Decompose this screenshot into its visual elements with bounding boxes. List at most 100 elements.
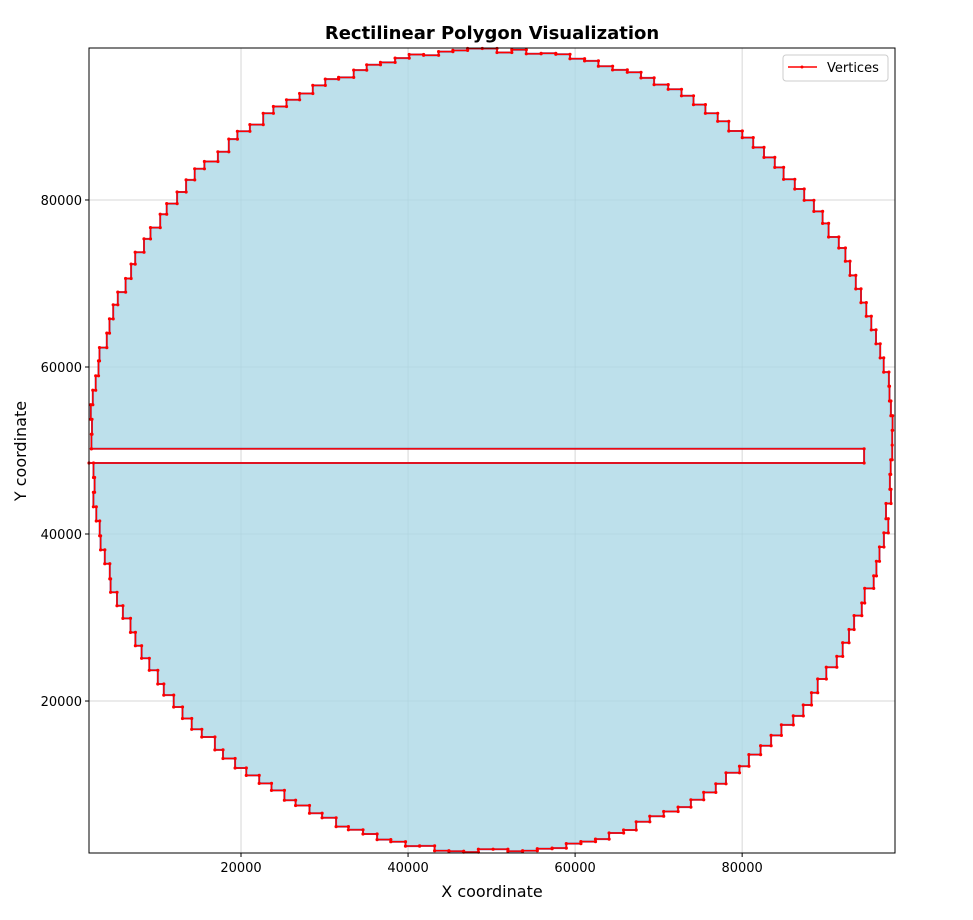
vertex-marker <box>622 831 626 835</box>
vertex-marker <box>510 50 514 55</box>
vertex-marker <box>94 388 98 392</box>
vertex-marker <box>802 187 806 191</box>
vertex-marker <box>378 60 383 64</box>
vertex-marker <box>156 668 160 672</box>
vertex-marker <box>801 703 805 707</box>
vertex-marker <box>782 177 786 181</box>
vertex-marker <box>91 505 95 509</box>
vertex-marker <box>841 641 845 645</box>
vertex-marker <box>129 262 133 266</box>
vertex-marker <box>202 167 206 171</box>
vertex-marker <box>375 832 379 836</box>
vertex-marker <box>596 59 601 63</box>
vertex-marker <box>94 374 98 378</box>
vertex-marker <box>535 849 539 853</box>
vertex-marker <box>884 517 888 521</box>
vertex-marker <box>891 414 895 418</box>
y-tick-label: 60000 <box>41 361 82 376</box>
vertex-marker <box>809 691 814 695</box>
vertex-marker <box>133 262 137 266</box>
vertex-marker <box>193 167 197 171</box>
vertex-marker <box>860 601 864 605</box>
vertex-marker <box>216 159 220 164</box>
vertex-marker <box>827 235 831 239</box>
vertex-marker <box>747 764 751 768</box>
vertex-marker <box>257 773 261 778</box>
vertex-marker <box>847 627 851 632</box>
vertex-marker <box>869 314 873 318</box>
vertex-marker <box>679 87 684 91</box>
vertex-marker <box>740 136 744 140</box>
vertex-marker <box>869 328 873 332</box>
vertex-marker <box>852 614 856 618</box>
vertex-marker <box>824 665 828 669</box>
legend: Vertices <box>782 54 889 82</box>
vertex-marker <box>878 342 882 346</box>
vertex-marker <box>848 273 852 277</box>
vertex-marker <box>437 50 441 54</box>
vertex-marker <box>689 798 693 802</box>
vertex-marker <box>884 501 888 506</box>
plot-frame <box>88 47 896 854</box>
vertex-marker <box>854 287 858 291</box>
vertex-marker <box>762 145 766 149</box>
vertex-marker <box>890 443 894 447</box>
vertex-marker <box>156 682 160 686</box>
vertex-marker <box>611 64 615 68</box>
vertex-marker <box>298 91 302 96</box>
vertex-marker <box>433 844 437 848</box>
vertex-marker <box>827 221 831 225</box>
legend-box <box>782 54 889 82</box>
vertex-marker <box>769 733 773 738</box>
vertex-marker <box>634 820 638 824</box>
vertex-marker <box>109 590 113 594</box>
vertex-marker <box>724 782 728 786</box>
vertex-marker <box>860 614 864 618</box>
x-tick-label: 40000 <box>387 861 428 876</box>
vertex-marker <box>142 237 146 241</box>
vertex-marker <box>495 50 499 55</box>
vertex-marker <box>437 53 441 57</box>
vertex-marker <box>90 432 94 436</box>
vertex-marker <box>864 314 868 318</box>
vertex-marker <box>451 48 455 53</box>
vertex-marker <box>334 825 338 829</box>
vertex-marker <box>863 601 867 605</box>
vertex-marker <box>886 531 890 535</box>
vertex-marker <box>235 129 239 133</box>
vertex-marker <box>148 226 153 230</box>
vertex-marker <box>352 75 356 79</box>
vertex-marker <box>124 276 128 281</box>
vertex-marker <box>213 735 217 739</box>
vertex-marker <box>877 545 882 549</box>
vertex-marker <box>691 94 696 98</box>
vertex-marker <box>107 331 112 335</box>
vertex-marker <box>133 630 137 635</box>
vertex-marker <box>294 803 298 808</box>
vertex-marker <box>874 559 879 563</box>
vertex-marker <box>121 604 125 608</box>
vertex-marker <box>676 805 680 809</box>
vertex-marker <box>816 691 820 695</box>
vertex-marker <box>184 178 188 182</box>
vertex-marker <box>361 832 365 836</box>
vertex-marker <box>352 68 356 72</box>
vertex-marker <box>403 840 408 844</box>
vertex-marker <box>233 766 237 770</box>
vertex-marker <box>200 727 204 731</box>
vertex-marker <box>200 735 204 739</box>
vertex-marker <box>691 103 696 107</box>
vertex-marker <box>648 820 652 824</box>
vertex-marker <box>311 91 315 96</box>
vertex-marker <box>740 129 744 133</box>
vertex-marker <box>888 472 892 476</box>
vertex-marker <box>779 733 784 738</box>
vertex-marker <box>890 428 894 432</box>
vertex-marker <box>510 48 514 52</box>
vertex-marker <box>791 714 795 718</box>
vertex-marker <box>564 842 568 846</box>
vertex-marker <box>521 849 525 853</box>
vertex-marker <box>762 155 766 159</box>
vertex-marker <box>115 590 119 594</box>
